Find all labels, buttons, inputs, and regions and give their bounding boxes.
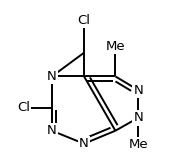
Text: N: N [133, 84, 143, 97]
Text: N: N [133, 111, 143, 124]
Text: N: N [47, 124, 57, 137]
Text: Cl: Cl [17, 101, 30, 114]
Text: N: N [79, 137, 89, 150]
Text: Me: Me [129, 138, 148, 151]
Text: N: N [47, 70, 57, 83]
Text: Cl: Cl [78, 14, 91, 27]
Text: Me: Me [106, 40, 125, 53]
